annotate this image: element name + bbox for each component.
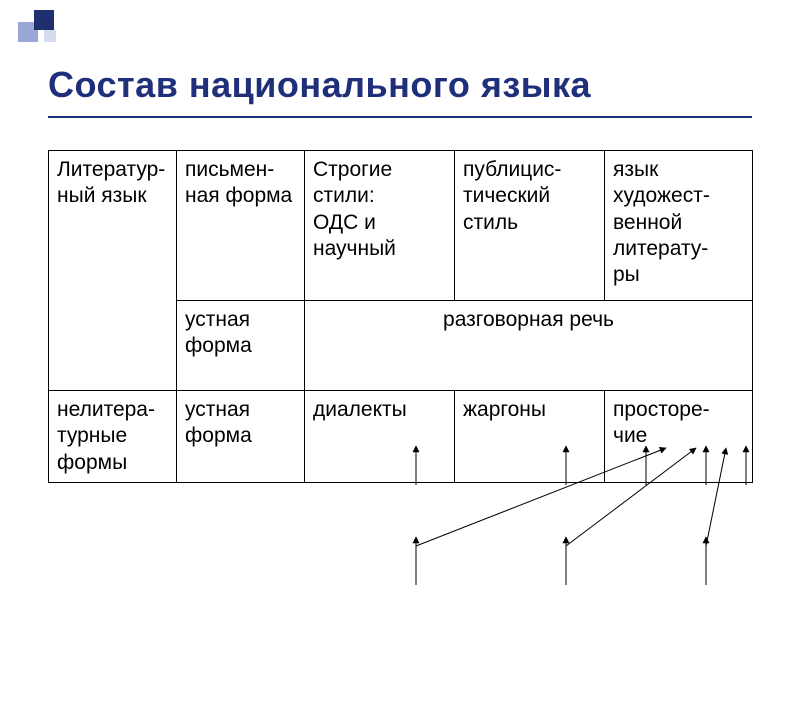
table-cell: письмен-ная форма [177,151,305,301]
decor-square-2 [34,10,54,30]
title-underline [48,116,752,118]
table-cell: жаргоны [455,391,605,483]
table-cell: разговорная речь [305,301,753,391]
table: Литератур­ный языкписьмен-ная формаСтрог… [48,150,753,483]
language-composition-table: Литератур­ный языкписьмен-ная формаСтрог… [48,150,752,483]
table-cell: устная форма [177,391,305,483]
table-cell: нелитера-турные формы [49,391,177,483]
table-cell: диалекты [305,391,455,483]
table-cell: публицис-тический стиль [455,151,605,301]
table-cell: Литератур­ный язык [49,151,177,391]
table-cell: устная форма [177,301,305,391]
slide-title: Состав национального языка [48,64,591,106]
table-cell: просторе-чие [605,391,753,483]
table-cell: язык художест-венной литерату-ры [605,151,753,301]
decor-square-3 [44,30,56,42]
table-cell: Строгие стили:ОДС и научный [305,151,455,301]
